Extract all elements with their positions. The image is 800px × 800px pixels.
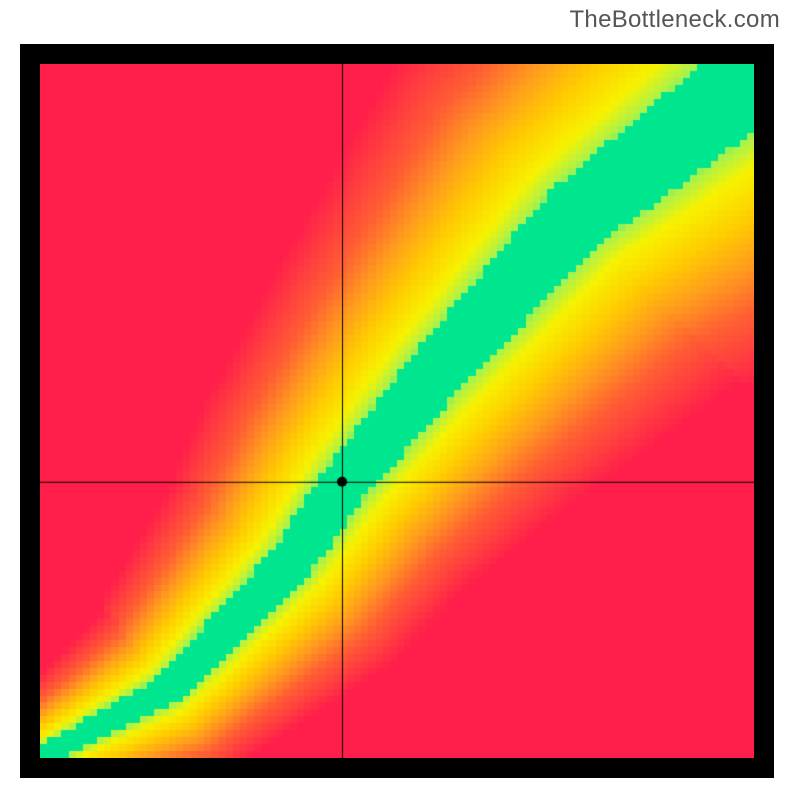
watermark-text: TheBottleneck.com xyxy=(569,6,780,34)
heatmap-plot xyxy=(40,64,754,758)
chart-frame xyxy=(20,44,774,778)
heatmap-canvas xyxy=(40,64,754,758)
